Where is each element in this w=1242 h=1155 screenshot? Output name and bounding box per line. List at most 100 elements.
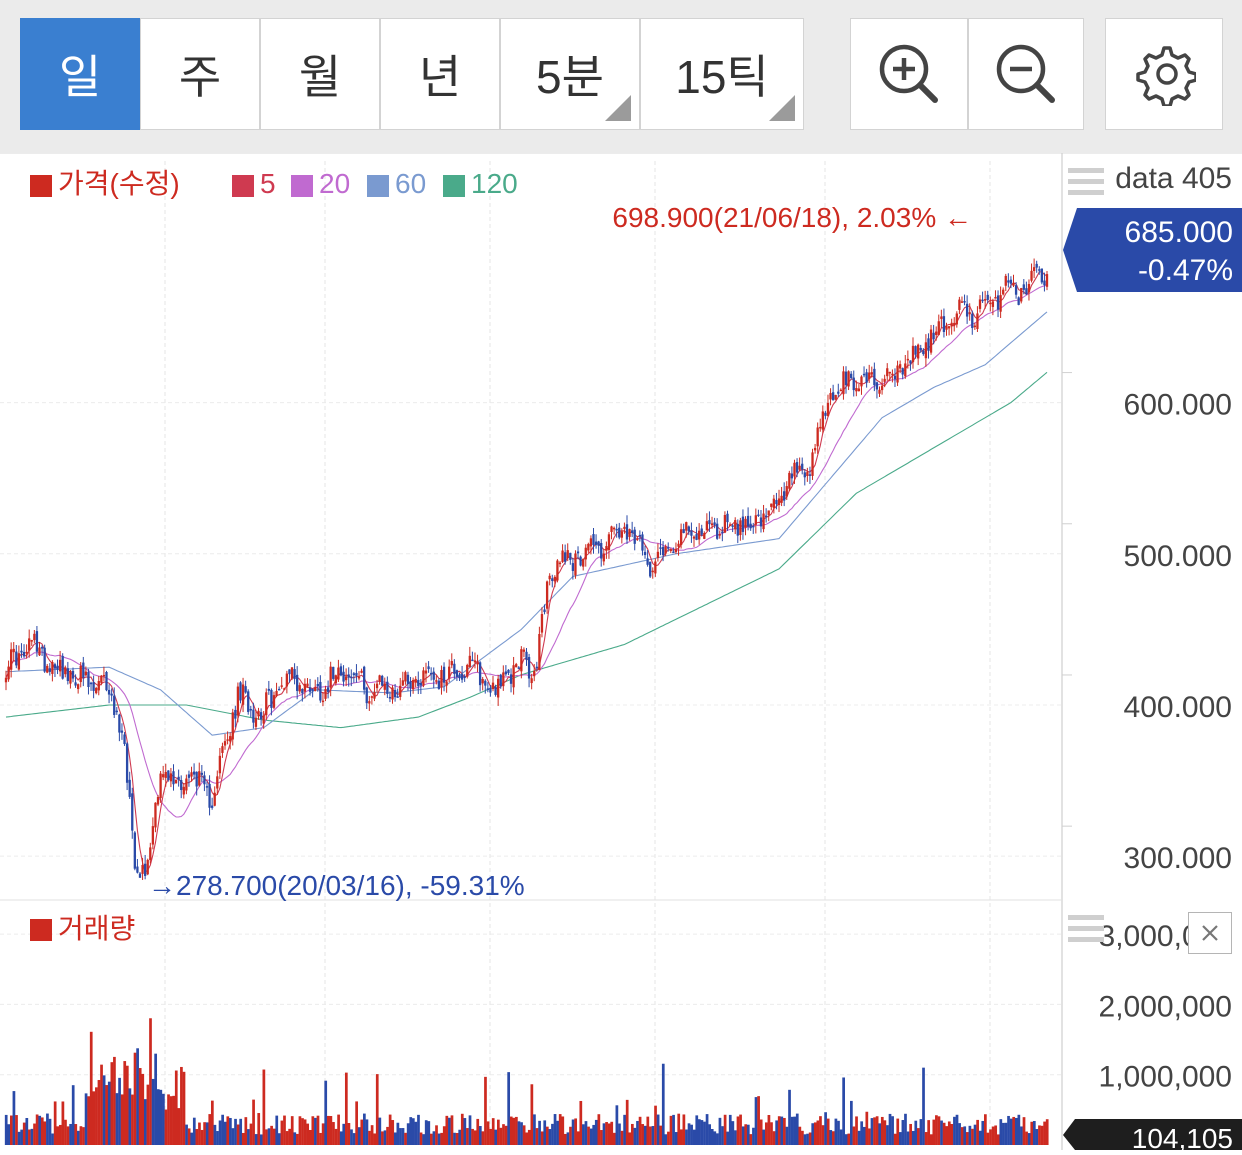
volume-bar <box>494 1129 498 1145</box>
volume-bar <box>651 1126 655 1145</box>
volume-bar <box>1012 1116 1016 1145</box>
candle <box>463 674 466 682</box>
candle-body <box>69 670 72 684</box>
close-volume-panel-button[interactable] <box>1188 912 1232 954</box>
candle-body <box>520 649 523 672</box>
volume-bar <box>654 1105 657 1145</box>
candle <box>901 367 904 380</box>
volume-bar <box>308 1129 312 1145</box>
volume-bar <box>790 1116 794 1145</box>
candle-body <box>12 648 15 653</box>
candle-body <box>87 671 90 688</box>
volume-bar <box>607 1123 611 1145</box>
candle-body <box>445 681 448 686</box>
candle <box>15 644 18 669</box>
candle <box>862 366 866 378</box>
candle <box>960 296 964 303</box>
candle-body <box>280 685 283 687</box>
volume-bar <box>270 1125 273 1145</box>
candle <box>891 369 894 383</box>
candle-body <box>659 547 662 549</box>
candle-body <box>298 685 301 692</box>
volume-bar <box>252 1099 255 1145</box>
candle-body <box>1004 275 1007 286</box>
volume-bar <box>231 1128 235 1145</box>
candle-body <box>419 683 423 686</box>
candle <box>697 523 701 545</box>
candle <box>61 653 64 680</box>
candle <box>53 662 57 677</box>
volume-bar <box>84 1093 88 1145</box>
candle <box>914 345 917 359</box>
period-button-3[interactable]: 년 <box>380 18 500 130</box>
volume-bar <box>316 1115 320 1145</box>
volume-bar <box>1025 1131 1028 1145</box>
candle-body <box>893 375 897 380</box>
candle-body <box>669 549 672 551</box>
period-button-5[interactable]: 15틱 <box>640 18 804 130</box>
candle <box>829 388 832 406</box>
volume-bar <box>234 1118 237 1145</box>
candle-body <box>986 294 989 300</box>
volume-bar <box>669 1115 673 1145</box>
zoom-in-button[interactable] <box>850 18 968 130</box>
period-button-1[interactable]: 주 <box>140 18 260 130</box>
candle-body <box>917 344 920 359</box>
volume-bar <box>991 1126 995 1145</box>
volume-bar <box>1014 1117 1018 1145</box>
candle-body <box>1014 285 1018 295</box>
volume-bar <box>218 1120 222 1145</box>
candle <box>296 666 299 700</box>
candle-body <box>174 779 178 784</box>
settings-button[interactable] <box>1105 18 1223 130</box>
candle <box>442 662 446 692</box>
volume-bar <box>344 1072 348 1145</box>
candle-body <box>981 299 984 302</box>
candle <box>321 692 325 707</box>
candle <box>929 324 933 355</box>
candle-body <box>241 684 245 705</box>
candle-body <box>571 563 575 571</box>
candle <box>963 294 966 306</box>
candle-body <box>752 525 755 528</box>
candle <box>540 607 544 638</box>
volume-bar <box>440 1132 444 1145</box>
candle-body <box>592 534 595 545</box>
candle-body <box>440 669 443 688</box>
candle-body <box>574 553 577 576</box>
candle-body <box>615 528 618 531</box>
candle-body <box>651 570 654 573</box>
candle <box>728 522 732 526</box>
period-button-2[interactable]: 월 <box>260 18 380 130</box>
candle-body <box>164 771 167 778</box>
volume-bar <box>473 1130 477 1145</box>
candle <box>20 643 23 658</box>
candle <box>486 682 490 693</box>
period-button-4[interactable]: 5분 <box>500 18 640 130</box>
volume-bar <box>927 1120 931 1145</box>
volume-bar <box>149 1018 152 1145</box>
candle <box>167 770 170 782</box>
volume-bar <box>509 1116 513 1145</box>
candle <box>200 765 203 782</box>
volume-bar <box>976 1119 979 1145</box>
candle-body <box>272 695 276 708</box>
period-button-0[interactable]: 일 <box>20 18 140 130</box>
candle <box>950 318 953 335</box>
candle-body <box>316 683 319 686</box>
candle <box>958 296 961 315</box>
volume-bar <box>752 1127 755 1145</box>
candle <box>267 680 270 695</box>
candle-body <box>783 491 786 501</box>
candle-body <box>527 657 531 679</box>
candle-body <box>633 529 636 544</box>
volume-bar <box>736 1116 740 1145</box>
volume-bar <box>813 1122 817 1145</box>
candle <box>955 311 958 328</box>
volume-bar <box>522 1125 526 1145</box>
candle <box>785 481 788 501</box>
candle-body <box>960 301 964 303</box>
candle-body <box>716 523 719 539</box>
zoom-out-button[interactable] <box>968 18 1084 130</box>
candle-body <box>649 561 652 577</box>
